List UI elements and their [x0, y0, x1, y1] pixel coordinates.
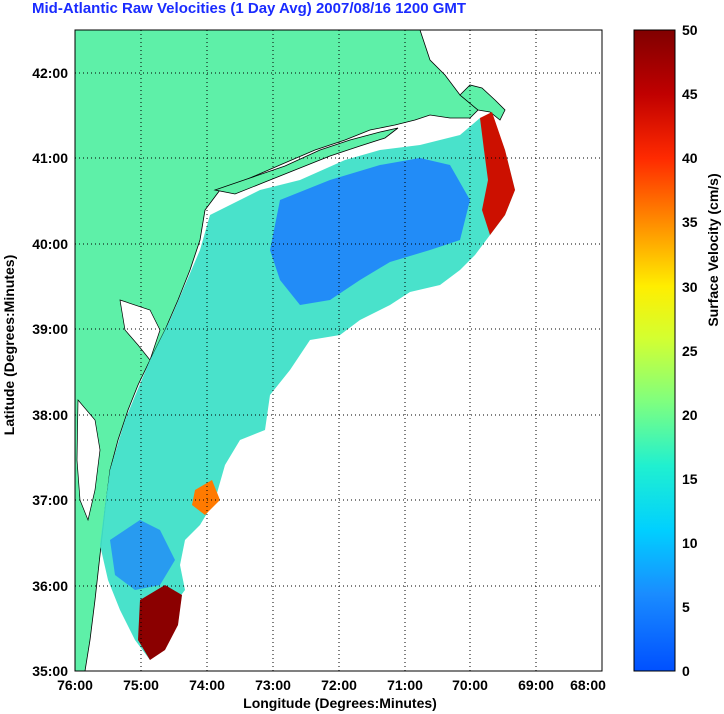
- x-tick-label: 74:00: [189, 677, 225, 693]
- high-velocity-south: [138, 585, 182, 660]
- y-tick-label: 38:00: [32, 407, 68, 423]
- colorbar-tick-label: 15: [682, 471, 698, 487]
- colorbar-tick-label: 0: [682, 663, 690, 679]
- colorbar-tick-label: 20: [682, 407, 698, 423]
- high-velocity-north: [480, 112, 515, 235]
- y-axis-label: Latitude (Degrees:Minutes): [1, 255, 17, 435]
- colorbar-tick-label: 50: [682, 22, 698, 38]
- long-island: [213, 127, 399, 195]
- x-axis-label: Longitude (Degrees:Minutes): [243, 695, 437, 711]
- y-tick-label: 42:00: [32, 65, 68, 81]
- colorbar-label: Surface Velocity (cm/s): [705, 173, 721, 326]
- x-tick-label: 73:00: [255, 677, 291, 693]
- x-tick-label: 72:00: [321, 677, 357, 693]
- low-velocity-core: [270, 158, 470, 305]
- colorbar-tick-label: 10: [682, 535, 698, 551]
- y-tick-label: 41:00: [32, 150, 68, 166]
- chesapeake-bay: [76, 399, 101, 522]
- colorbar-tick-label: 35: [682, 214, 698, 230]
- cape-cod: [459, 84, 506, 121]
- high-velocity-mid: [192, 480, 220, 515]
- y-tick-label: 37:00: [32, 492, 68, 508]
- x-tick-label: 70:00: [452, 677, 488, 693]
- y-tick-label: 35:00: [32, 663, 68, 679]
- y-tick-label: 40:00: [32, 236, 68, 252]
- x-tick-label: 68:00: [570, 677, 606, 693]
- y-axis-ticks: 42:00 41:00 40:00 39:00 38:00 37:00 36:0…: [32, 65, 68, 679]
- colorbar-tick-label: 40: [682, 150, 698, 166]
- map-title: Mid-Atlantic Raw Velocities (1 Day Avg) …: [32, 0, 467, 17]
- low-velocity-south: [110, 520, 175, 590]
- grid: [75, 30, 602, 671]
- colorbar-tick-label: 25: [682, 343, 698, 359]
- colorbar-tick-label: 30: [682, 279, 698, 295]
- x-tick-label: 76:00: [57, 677, 93, 693]
- colorbar-ticks: 50 45 40 35 30 25 20 15 10 5 0: [682, 22, 698, 679]
- colorbar: [633, 29, 676, 672]
- y-tick-label: 36:00: [32, 578, 68, 594]
- colorbar-tick-label: 45: [682, 86, 698, 102]
- x-tick-label: 75:00: [123, 677, 159, 693]
- y-tick-label: 39:00: [32, 321, 68, 337]
- plot-frame: [74, 29, 603, 672]
- x-axis-ticks: 76:00 75:00 74:00 73:00 72:00 71:00 70:0…: [57, 677, 606, 693]
- colorbar-tick-label: 5: [682, 599, 690, 615]
- x-tick-label: 69:00: [518, 677, 554, 693]
- x-tick-label: 71:00: [387, 677, 423, 693]
